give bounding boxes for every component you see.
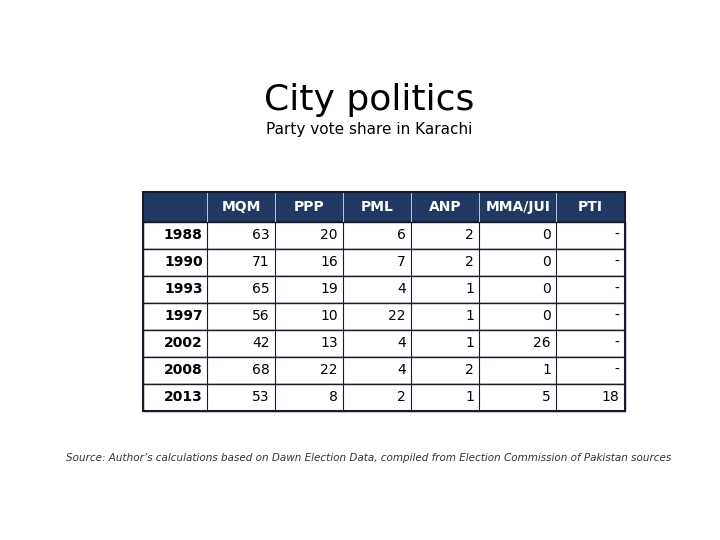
Text: 2008: 2008: [164, 363, 203, 377]
Text: 2013: 2013: [164, 390, 203, 404]
Text: 1: 1: [465, 282, 474, 296]
Text: 65: 65: [252, 282, 270, 296]
Text: 71: 71: [252, 255, 270, 269]
Text: 5: 5: [542, 390, 551, 404]
Text: 0: 0: [542, 255, 551, 269]
Bar: [143, 221, 624, 248]
Text: 4: 4: [397, 282, 406, 296]
Text: 4: 4: [397, 363, 406, 377]
Text: 4: 4: [397, 336, 406, 350]
Text: -: -: [614, 255, 619, 269]
Text: 8: 8: [329, 390, 338, 404]
Text: 19: 19: [320, 282, 338, 296]
Text: 20: 20: [320, 228, 338, 242]
Bar: [143, 329, 624, 357]
Text: 0: 0: [542, 282, 551, 296]
Text: 26: 26: [534, 336, 551, 350]
Text: -: -: [614, 282, 619, 296]
Text: MQM: MQM: [222, 200, 261, 214]
Text: 16: 16: [320, 255, 338, 269]
Text: PPP: PPP: [294, 200, 325, 214]
Text: 22: 22: [320, 363, 338, 377]
Text: 1997: 1997: [164, 309, 203, 323]
Text: City politics: City politics: [264, 83, 474, 117]
Text: 1988: 1988: [164, 228, 203, 242]
Text: 18: 18: [601, 390, 619, 404]
Text: ANP: ANP: [429, 200, 462, 214]
Text: 68: 68: [252, 363, 270, 377]
Text: 1: 1: [465, 390, 474, 404]
Text: Party vote share in Karachi: Party vote share in Karachi: [266, 122, 472, 137]
Text: 10: 10: [320, 309, 338, 323]
Text: Source: Author’s calculations based on Dawn Election Data, compiled from Electio: Source: Author’s calculations based on D…: [66, 453, 672, 463]
Text: -: -: [614, 309, 619, 323]
Text: -: -: [614, 228, 619, 242]
Text: 2002: 2002: [164, 336, 203, 350]
Text: MMA/JUI: MMA/JUI: [485, 200, 550, 214]
Text: PTI: PTI: [578, 200, 603, 214]
Bar: [143, 192, 624, 221]
Text: 0: 0: [542, 228, 551, 242]
Text: 56: 56: [252, 309, 270, 323]
Text: -: -: [614, 336, 619, 350]
Text: 1: 1: [465, 309, 474, 323]
Text: 13: 13: [320, 336, 338, 350]
Bar: [143, 384, 624, 411]
Bar: [143, 357, 624, 384]
Text: 2: 2: [465, 363, 474, 377]
Text: -: -: [614, 363, 619, 377]
Text: 2: 2: [465, 228, 474, 242]
Text: 1990: 1990: [164, 255, 203, 269]
Bar: [143, 302, 624, 329]
Text: 22: 22: [388, 309, 406, 323]
Text: 1: 1: [542, 363, 551, 377]
Text: 53: 53: [252, 390, 270, 404]
Text: 7: 7: [397, 255, 406, 269]
Text: 1993: 1993: [164, 282, 203, 296]
Text: 2: 2: [465, 255, 474, 269]
Bar: [143, 192, 624, 411]
Text: 1: 1: [465, 336, 474, 350]
Text: 42: 42: [252, 336, 270, 350]
Text: 0: 0: [542, 309, 551, 323]
Text: PML: PML: [361, 200, 394, 214]
Text: 6: 6: [397, 228, 406, 242]
Bar: [143, 248, 624, 275]
Text: 63: 63: [252, 228, 270, 242]
Bar: [143, 275, 624, 302]
Text: 2: 2: [397, 390, 406, 404]
